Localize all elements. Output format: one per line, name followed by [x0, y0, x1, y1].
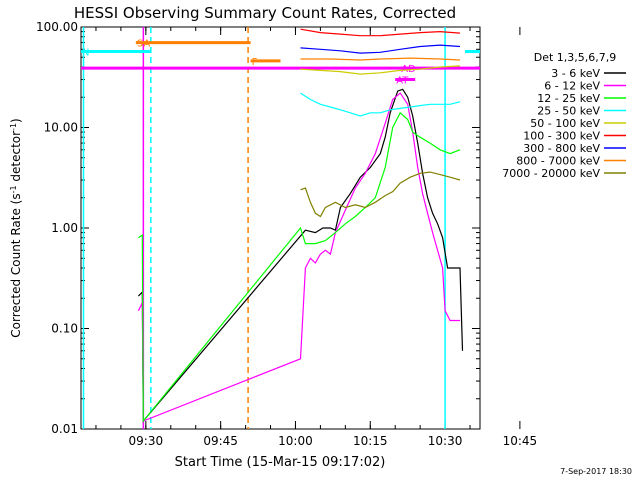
y-axis: 0.01 0.10 1.00 10.00 100.00	[36, 20, 480, 436]
legend-label: 25 - 50 keV	[537, 105, 600, 118]
y-label-end: )	[9, 118, 23, 123]
legend-label: 3 - 6 keV	[551, 67, 600, 80]
legend-label: 12 - 25 keV	[537, 92, 600, 105]
y-label-sup2: -1	[9, 123, 18, 131]
x-tick-label: 09:45	[203, 434, 238, 448]
series-line	[300, 92, 461, 117]
series-line	[137, 92, 460, 422]
flag-label: SA	[137, 39, 151, 50]
series-line	[300, 28, 461, 37]
y-label-main: Corrected Count Rate (s	[9, 193, 23, 337]
series-line	[300, 171, 461, 218]
y-tick-label: 0.01	[51, 422, 78, 436]
x-axis: 09:30 09:45 10:00 10:15 10:30 10:45	[95, 27, 538, 448]
plot-area	[80, 26, 481, 430]
legend-title: Det 1,3,5,6,7,9	[534, 51, 617, 64]
series-line	[300, 65, 461, 75]
plot-frame	[80, 26, 481, 430]
series-line	[300, 57, 461, 61]
legend-label: 6 - 12 keV	[544, 80, 600, 93]
series-line	[137, 88, 464, 423]
y-tick-label: 100.00	[36, 20, 78, 34]
y-label-sup1: -1	[9, 185, 18, 193]
flag-label: N	[82, 48, 89, 59]
y-tick-label: 1.00	[51, 221, 78, 235]
series-line	[300, 44, 461, 54]
legend-label: 800 - 7000 keV	[516, 155, 600, 168]
chart-title: HESSI Observing Summary Count Rates, Cor…	[74, 4, 456, 22]
series-line	[138, 111, 461, 423]
flag-label: AT	[396, 76, 409, 87]
y-tick-label: 10.00	[44, 121, 78, 135]
legend-label: 100 - 300 keV	[523, 130, 600, 143]
vertical-markers	[82, 27, 446, 429]
y-axis-label: Corrected Count Rate (s-1 detector-1)	[9, 118, 23, 337]
legend-label: 50 - 100 keV	[530, 117, 600, 130]
x-tick-label: 10:45	[503, 434, 538, 448]
x-tick-label: 10:30	[428, 434, 463, 448]
x-tick-label: 10:15	[353, 434, 388, 448]
footer-timestamp: 7-Sep-2017 18:30	[560, 467, 632, 476]
x-tick-label: 09:30	[129, 434, 164, 448]
y-label-mid: detector	[9, 131, 23, 186]
x-tick-label: 10:00	[278, 434, 313, 448]
flag-label: F	[252, 57, 258, 68]
y-tick-label: 0.10	[51, 322, 78, 336]
series-lines	[137, 28, 464, 423]
x-axis-label: Start Time (15-Mar-15 09:17:02)	[175, 455, 386, 470]
legend-label: 7000 - 20000 keV	[502, 167, 600, 180]
legend-label: 300 - 800 keV	[523, 142, 600, 155]
